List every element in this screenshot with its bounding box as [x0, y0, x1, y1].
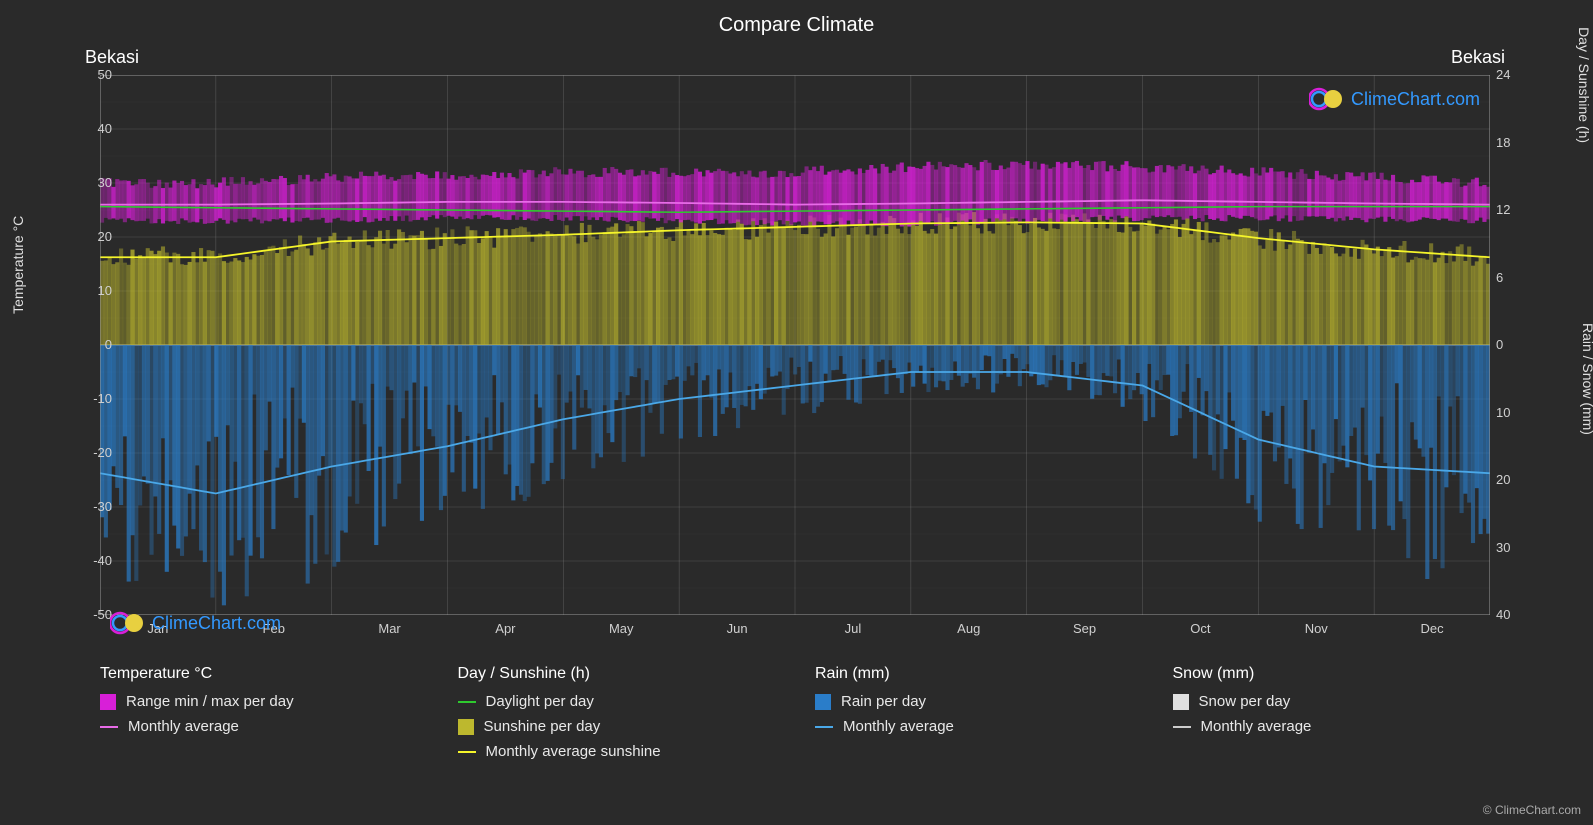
legend-swatch	[1173, 726, 1191, 728]
right-axis-bottom-label: Rain / Snow (mm)	[1580, 323, 1593, 435]
legend-item: Snow per day	[1173, 693, 1511, 710]
left-tick: 40	[72, 121, 112, 136]
left-tick: -20	[72, 445, 112, 460]
legend-col-rain: Rain (mm) Rain per day Monthly average	[795, 665, 1153, 768]
chart-area: Bekasi Bekasi Temperature °C Day / Sunsh…	[80, 65, 1510, 645]
right-tick-mm: 20	[1496, 472, 1510, 487]
left-tick: 30	[72, 175, 112, 190]
right-tick-hours: 12	[1496, 202, 1510, 217]
left-axis-label: Temperature °C	[10, 216, 26, 314]
watermark-text: ClimeChart.com	[152, 613, 281, 634]
legend-label: Monthly average	[1201, 718, 1312, 735]
legend-label: Snow per day	[1199, 693, 1291, 710]
legend-item: Rain per day	[815, 693, 1153, 710]
right-tick-mm: 30	[1496, 540, 1510, 555]
watermark-text: ClimeChart.com	[1351, 89, 1480, 110]
month-tick: Aug	[954, 621, 984, 636]
legend-swatch	[458, 701, 476, 703]
legend-swatch	[458, 719, 474, 735]
legend-label: Monthly average	[843, 718, 954, 735]
chart-title: Compare Climate	[0, 0, 1593, 37]
legend-swatch	[815, 694, 831, 710]
legend: Temperature °C Range min / max per day Mo…	[80, 665, 1510, 768]
legend-swatch	[458, 751, 476, 753]
left-tick: -30	[72, 499, 112, 514]
left-tick: 50	[72, 67, 112, 82]
left-tick: -10	[72, 391, 112, 406]
legend-item: Monthly average	[100, 718, 438, 735]
legend-item: Monthly average	[1173, 718, 1511, 735]
watermark-logo-bottom: ClimeChart.com	[110, 611, 281, 635]
legend-label: Monthly average	[128, 718, 239, 735]
legend-label: Rain per day	[841, 693, 926, 710]
legend-item: Sunshine per day	[458, 718, 796, 735]
legend-swatch	[100, 694, 116, 710]
month-tick: Oct	[1185, 621, 1215, 636]
legend-item: Monthly average	[815, 718, 1153, 735]
month-tick: Nov	[1301, 621, 1331, 636]
legend-swatch	[1173, 694, 1189, 710]
right-tick-mm: 40	[1496, 607, 1510, 622]
month-tick: Dec	[1417, 621, 1447, 636]
left-tick: -50	[72, 607, 112, 622]
plot-svg	[100, 75, 1490, 615]
left-tick: 10	[72, 283, 112, 298]
left-tick: 20	[72, 229, 112, 244]
watermark-logo-top: ClimeChart.com	[1309, 87, 1480, 111]
copyright-text: © ClimeChart.com	[1483, 803, 1581, 817]
legend-col-snow: Snow (mm) Snow per day Monthly average	[1153, 665, 1511, 768]
right-tick-mm: 10	[1496, 405, 1510, 420]
legend-title: Day / Sunshine (h)	[458, 665, 796, 683]
left-tick: -40	[72, 553, 112, 568]
right-axis-top-label: Day / Sunshine (h)	[1576, 27, 1592, 143]
legend-col-temp: Temperature °C Range min / max per day Mo…	[80, 665, 438, 768]
month-tick: Jun	[722, 621, 752, 636]
legend-title: Rain (mm)	[815, 665, 1153, 683]
legend-label: Monthly average sunshine	[486, 743, 661, 760]
month-tick: Sep	[1070, 621, 1100, 636]
location-left-label: Bekasi	[85, 47, 139, 68]
right-tick-hours: 0	[1496, 337, 1503, 352]
right-tick-hours: 24	[1496, 67, 1510, 82]
left-tick: 0	[72, 337, 112, 352]
climechart-icon	[110, 611, 146, 635]
month-tick: Apr	[490, 621, 520, 636]
climechart-icon	[1309, 87, 1345, 111]
legend-swatch	[100, 726, 118, 728]
legend-label: Daylight per day	[486, 693, 594, 710]
legend-label: Range min / max per day	[126, 693, 294, 710]
month-tick: May	[606, 621, 636, 636]
legend-item: Monthly average sunshine	[458, 743, 796, 760]
month-tick: Mar	[375, 621, 405, 636]
legend-item: Daylight per day	[458, 693, 796, 710]
legend-title: Snow (mm)	[1173, 665, 1511, 683]
legend-item: Range min / max per day	[100, 693, 438, 710]
location-right-label: Bekasi	[1451, 47, 1505, 68]
legend-label: Sunshine per day	[484, 718, 601, 735]
legend-swatch	[815, 726, 833, 728]
right-tick-hours: 6	[1496, 270, 1503, 285]
legend-col-day: Day / Sunshine (h) Daylight per day Sunsh…	[438, 665, 796, 768]
right-tick-hours: 18	[1496, 135, 1510, 150]
month-tick: Jul	[838, 621, 868, 636]
legend-title: Temperature °C	[100, 665, 438, 683]
